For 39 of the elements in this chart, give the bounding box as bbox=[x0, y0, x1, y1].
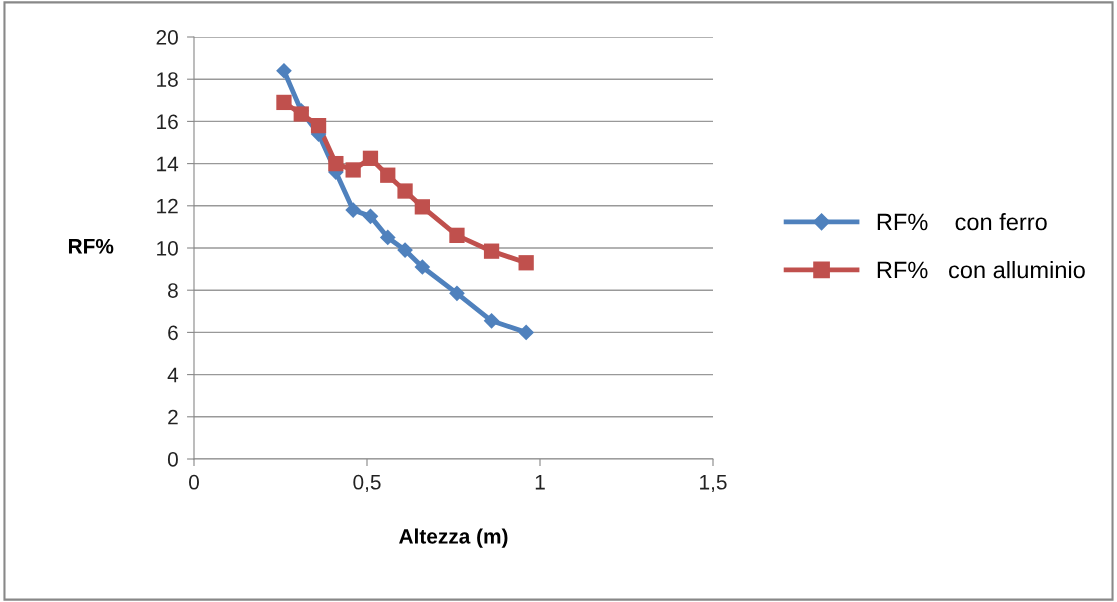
y-axis-title: RF% bbox=[68, 238, 114, 254]
y-tick-label: 0 bbox=[167, 452, 178, 467]
point bbox=[345, 202, 362, 218]
point bbox=[518, 255, 534, 271]
point bbox=[483, 312, 500, 329]
point bbox=[397, 242, 413, 258]
x-tick-label: 0,5 bbox=[353, 474, 381, 493]
point bbox=[518, 324, 535, 341]
point bbox=[310, 117, 327, 134]
x-tick-label: 1,5 bbox=[700, 475, 727, 493]
point bbox=[362, 208, 379, 225]
point bbox=[449, 285, 465, 302]
y-tick-label: 10 bbox=[157, 241, 178, 256]
point bbox=[362, 150, 379, 166]
legend-label: RF% con alluminio bbox=[877, 260, 1085, 279]
point bbox=[276, 94, 292, 111]
x-axis-title: Altezza (m) bbox=[399, 528, 508, 548]
y-tick-label: 16 bbox=[157, 114, 178, 130]
y-tick-label: 14 bbox=[157, 156, 179, 172]
point bbox=[276, 62, 292, 79]
point bbox=[414, 199, 430, 215]
y-tick-label: 8 bbox=[168, 283, 178, 298]
x-tick-label: 1 bbox=[535, 475, 545, 490]
point bbox=[379, 229, 396, 246]
y-tick-label: 12 bbox=[157, 198, 178, 214]
y-tick-label: 2 bbox=[168, 409, 178, 425]
point bbox=[397, 183, 413, 199]
y-tick-label: 18 bbox=[157, 72, 178, 87]
x-tick-label: 0 bbox=[189, 474, 199, 490]
legend-label: RF% con ferro bbox=[877, 213, 1047, 231]
point bbox=[449, 227, 465, 243]
y-tick-label: 6 bbox=[168, 325, 178, 341]
point bbox=[345, 162, 361, 178]
point bbox=[380, 167, 396, 183]
point bbox=[414, 259, 431, 275]
y-tick-label: 20 bbox=[156, 30, 178, 45]
point bbox=[483, 243, 500, 259]
point bbox=[328, 155, 344, 172]
y-tick-label: 4 bbox=[167, 367, 179, 383]
